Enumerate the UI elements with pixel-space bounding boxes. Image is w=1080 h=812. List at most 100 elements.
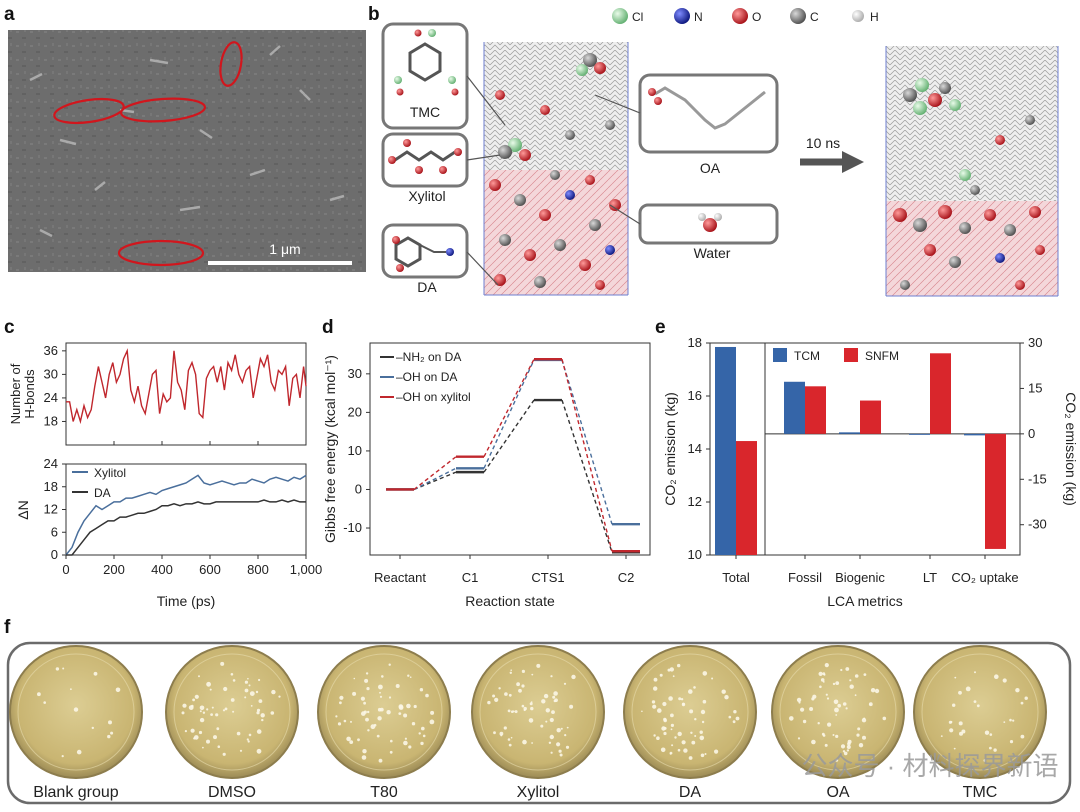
bacterial-colony [256, 729, 262, 734]
bacterial-colony [398, 712, 402, 715]
d-connector [413, 456, 457, 491]
bacterial-colony [802, 719, 807, 724]
bacterial-colony [862, 735, 866, 740]
bacterial-colony [560, 727, 563, 730]
sem-background [8, 30, 366, 272]
e-right-ytick-label: -30 [1028, 517, 1047, 532]
legend-xylitol: Xylitol [94, 466, 126, 480]
bacterial-colony [339, 701, 342, 705]
bacterial-colony [184, 730, 187, 733]
bacterial-colony [536, 663, 541, 668]
bacterial-colony [379, 691, 381, 694]
bacterial-colony [993, 748, 997, 752]
plate-inner-rim [631, 653, 749, 771]
bacterial-colony [512, 710, 515, 713]
bacterial-colony [367, 729, 370, 732]
plate-label: DMSO [208, 784, 256, 801]
bacterial-colony [198, 675, 200, 678]
bacterial-colony [209, 688, 212, 691]
bacterial-colony [388, 696, 392, 699]
molecule-box-xylitol: Xylitol [381, 132, 469, 204]
panel-c-letter: c [4, 317, 15, 338]
plate-inner-rim [779, 653, 897, 771]
e-left-ytick-label: 14 [688, 441, 702, 456]
bacterial-colony [246, 738, 249, 741]
e-bar-snfm [930, 353, 951, 434]
d-xtick-label: CTS1 [531, 570, 564, 585]
agar-plate [9, 645, 143, 779]
c-bottom-xtick-label: 600 [199, 562, 221, 577]
e-xtick-label: Total [722, 570, 750, 585]
d-xtick-label: Reactant [374, 570, 426, 585]
bacterial-colony [202, 746, 204, 749]
bacterial-colony [339, 695, 344, 700]
bacterial-colony [514, 710, 518, 714]
bacterial-colony [670, 728, 673, 731]
bacterial-colony [398, 705, 404, 710]
molecule-label-xylitol: Xylitol [408, 188, 445, 204]
bacterial-colony [507, 738, 511, 741]
bacterial-colony [868, 702, 873, 707]
plate-label: TMC [963, 784, 998, 801]
molecule-box-da: DA [381, 223, 469, 295]
d-xtick-label: C2 [618, 570, 635, 585]
bacterial-colony [407, 674, 410, 677]
molecule-box-oa: OA [638, 73, 779, 176]
bacterial-colony [690, 731, 693, 734]
bacterial-colony [688, 756, 693, 760]
chart-d: Gibbs free energy (kcal mol⁻¹) Reaction … [322, 342, 651, 609]
bacterial-colony [531, 742, 533, 744]
simulation-box-initial [483, 42, 629, 296]
bacterial-colony [381, 675, 384, 678]
bacterial-colony [528, 718, 534, 723]
bacterial-colony [835, 681, 840, 685]
petri-dish: Xylitol [471, 645, 605, 801]
bacterial-colony [540, 724, 544, 728]
bacterial-colony [554, 698, 558, 702]
bacterial-colony [529, 702, 533, 706]
bacterial-colony [93, 671, 98, 676]
bacterial-colony [352, 691, 357, 696]
bacterial-colony [952, 703, 956, 707]
legend-cl: Cl [632, 10, 643, 24]
bacterial-colony [250, 705, 253, 707]
c-bottom-ytick-label: 6 [51, 524, 58, 539]
legend-h: H [870, 10, 879, 24]
c-top-ytick-label: 18 [44, 413, 58, 428]
d-ytick-label: 30 [348, 366, 362, 381]
c-bottom-xtick-label: 800 [247, 562, 269, 577]
d-connector [561, 399, 613, 553]
bacterial-colony [551, 710, 555, 714]
d-ytick-label: 10 [348, 443, 362, 458]
bacterial-colony [704, 753, 707, 755]
bacterial-colony [827, 722, 832, 727]
bacterial-colony [258, 678, 261, 682]
bacterial-colony [721, 689, 726, 694]
c-top-ytick-label: 24 [44, 390, 58, 405]
bacterial-colony [559, 753, 563, 757]
bacterial-colony [261, 718, 264, 722]
bacterial-colony [522, 739, 527, 745]
bacterial-colony [564, 734, 567, 737]
legend-c: C [810, 10, 819, 24]
molecule-label-oa: OA [700, 160, 721, 176]
bacterial-colony [378, 684, 383, 690]
e-left-ytick-label: 16 [688, 388, 702, 403]
panel-e-letter: e [655, 317, 666, 338]
bacterial-colony [682, 702, 685, 706]
bacterial-colony [367, 710, 370, 714]
bacterial-colony [420, 741, 424, 746]
bacterial-colony [949, 728, 954, 733]
bacterial-colony [652, 704, 657, 709]
bacterial-colony [217, 745, 221, 748]
bacterial-colony [210, 713, 214, 716]
bacterial-colony [510, 669, 512, 671]
legend-swatch-tcm [773, 348, 787, 362]
bacterial-colony [256, 748, 262, 754]
bacterial-colony [840, 668, 843, 672]
bacterial-colony [571, 674, 576, 680]
bacterial-colony [509, 671, 512, 674]
bacterial-colony [662, 701, 667, 707]
bacterial-colony [516, 682, 520, 687]
d-ytick-label: -10 [343, 520, 362, 535]
